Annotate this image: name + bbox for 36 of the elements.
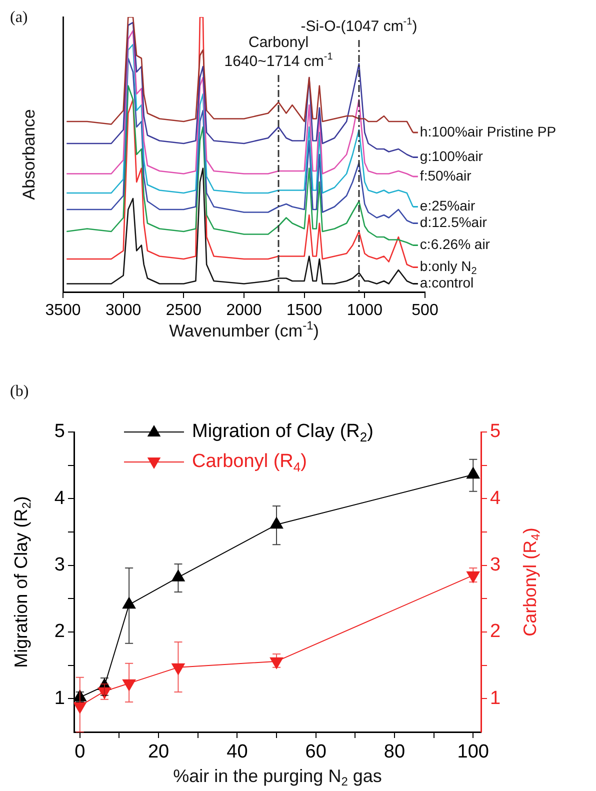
- x-tick-label: 1500: [286, 302, 322, 320]
- x-tick-label: 2000: [226, 302, 262, 320]
- legend-label: d:12.5%air: [420, 214, 488, 230]
- y-tick-label: 4: [54, 488, 66, 509]
- legend-label: g:100%air: [420, 148, 484, 164]
- y2-tick-label: 3: [490, 554, 501, 576]
- x-tick-label: 60: [305, 742, 326, 763]
- x-tick-label: 0: [74, 742, 86, 763]
- legend-label: h:100%air Pristine PP: [420, 123, 556, 140]
- x-tick-label: 1000: [346, 302, 383, 320]
- chart-title: (b): [10, 383, 29, 400]
- y2-tick-label: 5: [490, 421, 501, 442]
- y2-axis-title: Carbonyl (R4): [520, 528, 543, 636]
- legend-label: f:50%air: [420, 167, 472, 184]
- x-tick-label: 80: [384, 742, 406, 763]
- x-tick-label: 3500: [45, 302, 81, 320]
- x-tick-label: 100: [457, 742, 489, 763]
- chart-title: (a): [10, 9, 28, 26]
- x-tick-label: 40: [226, 742, 248, 763]
- y-axis-title: Migration of Clay (R2): [10, 496, 34, 668]
- y-tick-label: 5: [54, 421, 65, 442]
- y-axis-title: Absorbance: [20, 109, 39, 200]
- legend-label: a:control: [420, 274, 474, 291]
- x-tick-label: 2500: [166, 302, 202, 320]
- legend-label: e:25%air: [420, 198, 476, 214]
- legend-label: c:6.26% air: [420, 236, 490, 252]
- y-tick-label: 1: [54, 688, 65, 709]
- point: [172, 570, 185, 582]
- y2-tick-label: 4: [490, 488, 501, 509]
- y2-tick-label: 2: [490, 621, 501, 642]
- y-tick-label: 3: [54, 554, 65, 576]
- y-tick-label: 2: [54, 621, 65, 642]
- x-tick-label: 500: [412, 302, 438, 320]
- x-tick-label: 20: [148, 742, 170, 763]
- y2-tick-label: 1: [490, 688, 501, 709]
- x-tick-label: 3000: [106, 302, 142, 320]
